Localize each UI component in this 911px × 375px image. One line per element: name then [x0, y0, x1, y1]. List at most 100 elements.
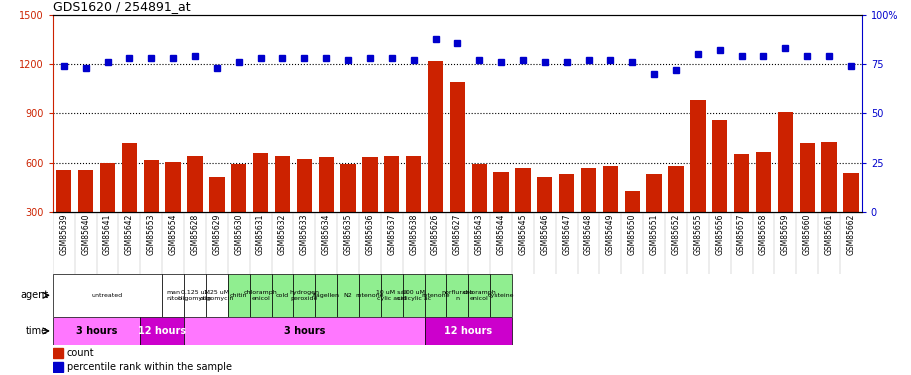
Text: 10 uM sali
cylic acid: 10 uM sali cylic acid: [375, 290, 407, 301]
Text: GSM85660: GSM85660: [802, 214, 811, 255]
Text: GSM85637: GSM85637: [387, 214, 396, 255]
Bar: [53, 362, 63, 372]
Text: hydrogen
peroxide: hydrogen peroxide: [289, 290, 319, 301]
Text: 100 uM
salicylic ac: 100 uM salicylic ac: [396, 290, 430, 301]
Text: GSM85640: GSM85640: [81, 214, 90, 255]
Text: 3 hours: 3 hours: [76, 326, 118, 336]
Text: GSM85629: GSM85629: [212, 214, 221, 255]
Bar: [471, 164, 486, 261]
Bar: [602, 166, 618, 261]
Bar: [337, 274, 359, 317]
Bar: [250, 274, 271, 317]
Bar: [362, 157, 377, 261]
Bar: [580, 168, 596, 261]
Bar: [403, 274, 425, 317]
Bar: [711, 120, 727, 261]
Bar: [668, 166, 683, 261]
Bar: [624, 190, 640, 261]
Text: GSM85635: GSM85635: [343, 214, 353, 255]
Text: chloramph
enicol: chloramph enicol: [462, 290, 496, 301]
Bar: [449, 82, 465, 261]
Text: GSM85630: GSM85630: [234, 214, 243, 255]
Text: GSM85642: GSM85642: [125, 214, 134, 255]
Bar: [143, 160, 159, 261]
Text: 12 hours: 12 hours: [138, 326, 186, 336]
Bar: [558, 174, 574, 261]
Text: GSM85648: GSM85648: [583, 214, 592, 255]
Text: time: time: [26, 326, 48, 336]
Text: GSM85658: GSM85658: [758, 214, 767, 255]
Bar: [515, 168, 530, 261]
Bar: [318, 157, 333, 261]
Bar: [187, 156, 202, 261]
Text: GSM85651: GSM85651: [649, 214, 658, 255]
Text: GSM85641: GSM85641: [103, 214, 112, 255]
Text: GSM85631: GSM85631: [256, 214, 265, 255]
Bar: [537, 177, 552, 261]
Bar: [493, 172, 508, 261]
Bar: [122, 143, 137, 261]
Text: untreated: untreated: [92, 293, 123, 298]
Bar: [165, 162, 180, 261]
Bar: [381, 274, 403, 317]
Text: count: count: [67, 348, 94, 358]
Text: GSM85627: GSM85627: [453, 214, 461, 255]
Bar: [209, 177, 224, 261]
Text: GSM85645: GSM85645: [517, 214, 527, 255]
Bar: [296, 159, 312, 261]
Bar: [384, 156, 399, 261]
Bar: [799, 143, 814, 261]
Text: GSM85634: GSM85634: [322, 214, 331, 255]
Text: GSM85653: GSM85653: [147, 214, 156, 255]
Bar: [78, 170, 93, 261]
Text: GSM85650: GSM85650: [627, 214, 636, 255]
Text: 12 hours: 12 hours: [444, 326, 492, 336]
Bar: [489, 274, 511, 317]
Text: rotenone: rotenone: [355, 293, 384, 298]
Bar: [228, 274, 250, 317]
Text: GSM85636: GSM85636: [365, 214, 374, 255]
Text: GSM85626: GSM85626: [431, 214, 439, 255]
Text: GSM85632: GSM85632: [278, 214, 287, 255]
Text: N2: N2: [343, 293, 352, 298]
Bar: [340, 164, 355, 261]
Text: man
nitol: man nitol: [166, 290, 180, 301]
Text: GSM85633: GSM85633: [300, 214, 309, 255]
Text: rotenone: rotenone: [421, 293, 449, 298]
Text: flagellen: flagellen: [312, 293, 339, 298]
Text: GSM85655: GSM85655: [692, 214, 701, 255]
Text: GSM85628: GSM85628: [190, 214, 200, 255]
Bar: [274, 156, 290, 261]
Bar: [315, 274, 337, 317]
Bar: [140, 317, 184, 345]
Bar: [271, 274, 293, 317]
Text: percentile rank within the sample: percentile rank within the sample: [67, 362, 231, 372]
Bar: [230, 164, 246, 261]
Bar: [359, 274, 381, 317]
Bar: [843, 172, 857, 261]
Bar: [252, 153, 268, 261]
Bar: [184, 317, 425, 345]
Bar: [733, 154, 749, 261]
Text: agent: agent: [20, 290, 48, 300]
Bar: [777, 112, 792, 261]
Text: cysteine: cysteine: [487, 293, 514, 298]
Text: GSM85649: GSM85649: [605, 214, 614, 255]
Bar: [405, 156, 421, 261]
Bar: [690, 100, 705, 261]
Bar: [293, 274, 315, 317]
Text: 1.25 uM
oligomycin: 1.25 uM oligomycin: [200, 290, 234, 301]
Text: 0.125 uM
oligomycin: 0.125 uM oligomycin: [178, 290, 212, 301]
Text: 3 hours: 3 hours: [283, 326, 324, 336]
Bar: [100, 164, 115, 261]
Text: GDS1620 / 254891_at: GDS1620 / 254891_at: [53, 0, 190, 13]
Text: GSM85638: GSM85638: [409, 214, 417, 255]
Bar: [755, 152, 771, 261]
Bar: [427, 61, 443, 261]
Bar: [53, 348, 63, 358]
Text: GSM85639: GSM85639: [59, 214, 68, 255]
Text: GSM85656: GSM85656: [714, 214, 723, 255]
Bar: [162, 274, 184, 317]
Text: GSM85647: GSM85647: [561, 214, 570, 255]
Text: GSM85662: GSM85662: [845, 214, 855, 255]
